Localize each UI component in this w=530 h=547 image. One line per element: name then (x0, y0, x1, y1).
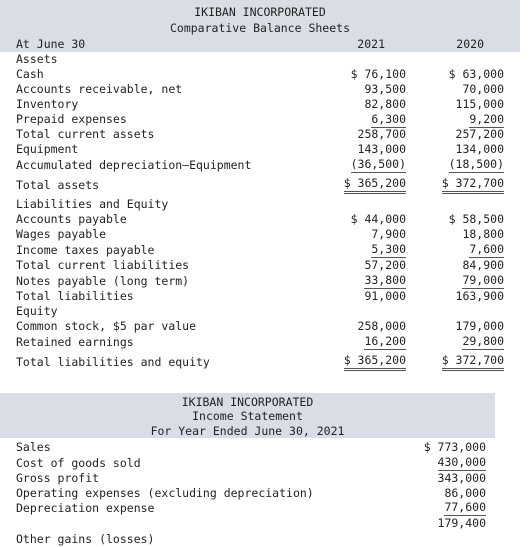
row-label: Cash (16, 67, 44, 81)
row-label: Notes payable (long term) (16, 274, 190, 288)
value-2021: $ 365,200 (343, 176, 406, 194)
value-2020: 115,000 (455, 97, 504, 111)
value-2020: 134,000 (455, 142, 504, 156)
row-label: Equipment (16, 142, 79, 156)
value-2021: 6,300 (371, 112, 406, 128)
value-2021: $ 44,000 (350, 212, 406, 226)
value-2021: $ 365,200 (343, 353, 406, 371)
value-2021: 93,500 (364, 82, 406, 96)
value-2020: $ 63,000 (448, 67, 504, 81)
column-header-shade (0, 36, 520, 52)
row-label: Wages payable (16, 227, 107, 241)
value-2020: $ 372,700 (441, 353, 504, 371)
row-label: Total current assets (16, 127, 155, 141)
row-label: Equity (16, 304, 58, 318)
value-2021: 143,000 (357, 142, 406, 156)
balance-sheet-header-shade (0, 0, 520, 36)
value-2021: $ 76,100 (350, 67, 406, 81)
value-2021: 82,800 (364, 97, 406, 111)
income-subtotal-value: 179,400 (437, 516, 486, 530)
value-2020: 70,000 (462, 82, 504, 96)
col-2021-header: 2021 (357, 37, 385, 51)
value-2020: 29,800 (462, 334, 504, 350)
row-label: Accounts receivable, net (16, 82, 183, 96)
income-row-label: Depreciation expense (16, 501, 155, 515)
value-2021: 91,000 (364, 289, 406, 303)
value-2020: $ 372,700 (441, 176, 504, 194)
value-2020: 9,200 (469, 112, 504, 128)
value-2020: $ 58,500 (448, 212, 504, 226)
value-2021: 33,800 (364, 273, 406, 289)
value-2020: 79,000 (462, 273, 504, 289)
income-value: 77,600 (444, 500, 486, 516)
income-statement-title: IKIBAN INCORPORATED (181, 395, 314, 409)
row-label: Accumulated depreciation–Equipment (16, 158, 252, 172)
income-row-label: Other gains (losses) (16, 532, 155, 546)
row-label: Income taxes payable (16, 243, 155, 257)
income-statement-subtitle: Income Statement (192, 409, 303, 423)
value-2021: 57,200 (364, 258, 406, 272)
income-row-label: Cost of goods sold (16, 456, 141, 470)
col-2020-header: 2020 (456, 37, 484, 51)
row-label: Total liabilities (16, 289, 134, 303)
value-2020: 257,200 (455, 127, 504, 141)
value-2020: 18,800 (462, 227, 504, 241)
value-2021: (36,500) (350, 157, 406, 173)
balance-sheet-subtitle: Comparative Balance Sheets (169, 21, 350, 35)
value-2020: 179,000 (455, 319, 504, 333)
value-2020: 84,900 (462, 258, 504, 272)
row-label: Liabilities and Equity (16, 197, 169, 211)
row-label: Accounts payable (16, 212, 127, 226)
income-value: 430,000 (437, 455, 486, 471)
income-statement-header-shade (0, 393, 495, 438)
income-value: 86,000 (444, 486, 486, 500)
income-value: 343,000 (437, 471, 486, 485)
income-row-label: Sales (16, 440, 51, 454)
row-label: Prepaid expenses (16, 112, 127, 126)
value-2020: (18,500) (448, 157, 504, 173)
value-2021: 7,900 (371, 227, 406, 241)
value-2020: 163,900 (455, 289, 504, 303)
balance-sheet-title: IKIBAN INCORPORATED (194, 5, 326, 19)
value-2020: 7,600 (469, 242, 504, 258)
income-row-label: Gross profit (16, 471, 100, 485)
row-label: Total assets (16, 178, 100, 192)
row-label: Total current liabilities (16, 258, 190, 272)
row-label: Common stock, $5 par value (16, 319, 197, 333)
row-label: Retained earnings (16, 335, 134, 349)
row-label: Assets (16, 52, 58, 66)
income-row-label: Operating expenses (excluding depreciati… (16, 486, 314, 500)
value-2021: 16,200 (364, 334, 406, 350)
value-2021: 258,700 (357, 127, 406, 141)
value-2021: 258,000 (357, 319, 406, 333)
row-label: Inventory (16, 97, 79, 111)
income-value: $ 773,000 (423, 440, 486, 454)
row-label: Total liabilities and equity (16, 355, 210, 369)
date-label: At June 30 (16, 37, 86, 51)
value-2021: 5,300 (371, 242, 406, 258)
income-statement-period: For Year Ended June 30, 2021 (150, 424, 345, 438)
